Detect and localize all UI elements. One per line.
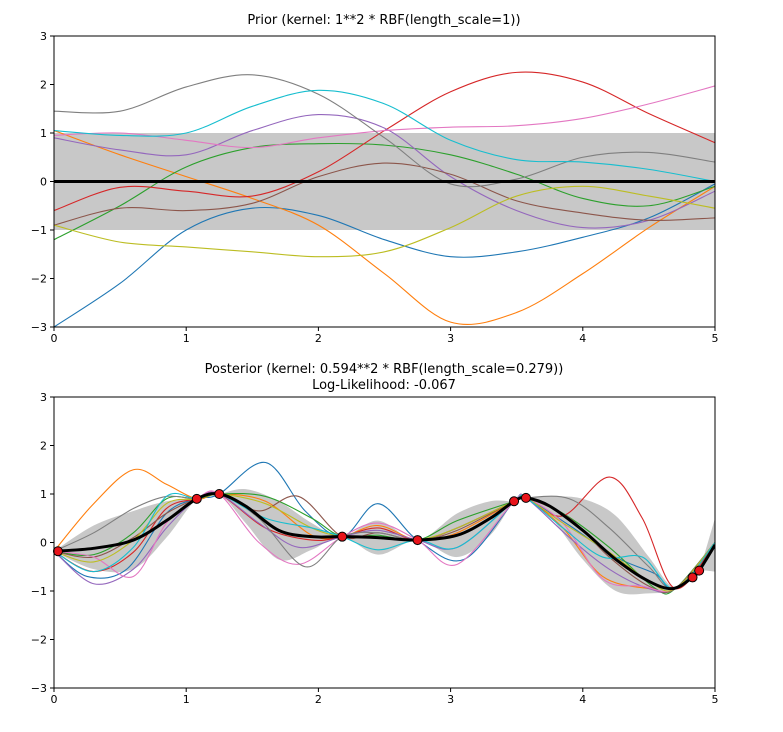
prior-ytick-label: 2 [40,79,47,92]
posterior-ytick-label: −3 [31,682,47,695]
posterior-ytick-label: 0 [40,537,47,550]
posterior-sample-3-line [54,492,715,595]
prior-sample-3-line [54,142,715,241]
posterior-sample-7-line [54,490,715,593]
posterior-sample-4-line [54,476,715,590]
posterior-observation-point [412,535,423,546]
posterior-observation-point [509,496,520,507]
posterior-xtick-label: 2 [315,693,322,706]
prior-panel: Prior (kernel: 1**2 * RBF(length_scale=1… [31,13,719,345]
posterior-xtick-label: 3 [447,693,454,706]
prior-ticks: 0 1 2 3 4 5 3 2 1 0 −1 −2 −3 [31,30,719,345]
posterior-ticks: 0 1 2 3 4 5 3 2 1 0 −1 −2 −3 [31,391,719,706]
prior-sample-10-line [54,89,715,183]
posterior-observation-point [337,531,348,542]
prior-title: Prior (kernel: 1**2 * RBF(length_scale=1… [247,13,520,28]
prior-xtick-label: 1 [183,332,190,345]
posterior-sample-10-line [54,492,715,590]
posterior-xtick-label: 0 [51,693,58,706]
posterior-ytick-label: −1 [31,585,47,598]
prior-sample-7-line [54,85,715,149]
posterior-subtitle: Log-Likelihood: -0.067 [312,378,456,393]
prior-xtick-label: 0 [51,332,58,345]
prior-ytick-label: 0 [40,176,47,189]
prior-ytick-label: 3 [40,30,47,43]
posterior-ytick-label: 2 [40,440,47,453]
posterior-ytick-label: −2 [31,634,47,647]
posterior-ytick-label: 1 [40,488,47,501]
posterior-observations [52,489,705,583]
prior-xtick-label: 5 [712,332,719,345]
prior-sample-1-line [54,183,715,327]
posterior-panel: Posterior (kernel: 0.594**2 * RBF(length… [31,362,719,706]
posterior-observation-point [214,489,225,499]
prior-xtick-label: 2 [315,332,322,345]
prior-xtick-label: 3 [447,332,454,345]
prior-sample-lines [54,71,715,327]
posterior-observation-point [687,572,698,583]
prior-xtick-label: 4 [579,332,586,345]
prior-sample-5-line [54,114,715,229]
posterior-ytick-label: 3 [40,391,47,404]
posterior-xtick-label: 1 [183,693,190,706]
posterior-title: Posterior (kernel: 0.594**2 * RBF(length… [205,362,564,377]
posterior-sample-5-line [54,491,715,594]
prior-sample-9-line [54,185,715,258]
posterior-observation-point [694,565,705,576]
prior-sample-6-line [54,162,715,226]
prior-ytick-label: −2 [31,273,47,286]
prior-sample-8-line [54,74,715,188]
prior-ytick-label: −1 [31,224,47,237]
posterior-xtick-label: 4 [579,693,586,706]
posterior-observation-point [191,493,202,504]
prior-ytick-label: −3 [31,321,47,334]
prior-ytick-label: 1 [40,127,47,140]
posterior-sample-2-line [54,468,715,594]
posterior-observation-point [52,546,63,557]
posterior-observation-point [520,492,531,503]
prior-sample-2-line [54,130,715,326]
posterior-xtick-label: 5 [712,693,719,706]
